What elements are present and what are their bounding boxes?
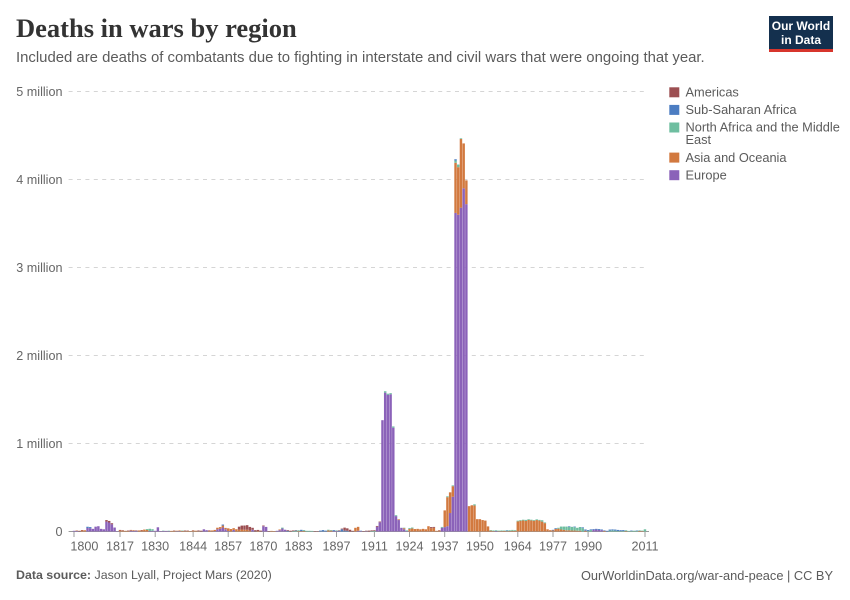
svg-text:1977: 1977 xyxy=(539,540,567,554)
svg-text:5 million: 5 million xyxy=(16,85,62,99)
svg-text:Europe: Europe xyxy=(686,167,727,182)
svg-text:East: East xyxy=(686,132,712,147)
svg-text:1950: 1950 xyxy=(466,540,494,554)
svg-text:1964: 1964 xyxy=(504,540,532,554)
svg-text:1911: 1911 xyxy=(361,540,388,554)
svg-text:1800: 1800 xyxy=(70,540,98,554)
svg-text:2 million: 2 million xyxy=(16,349,62,363)
svg-text:1990: 1990 xyxy=(574,540,602,554)
svg-text:Americas: Americas xyxy=(686,85,739,100)
svg-text:1 million: 1 million xyxy=(16,437,62,451)
svg-text:1844: 1844 xyxy=(179,540,207,554)
svg-text:2011: 2011 xyxy=(631,540,658,554)
svg-text:4 million: 4 million xyxy=(16,173,62,187)
svg-text:1870: 1870 xyxy=(249,540,277,554)
svg-text:1830: 1830 xyxy=(141,540,169,554)
svg-text:1857: 1857 xyxy=(214,540,242,554)
svg-text:Sub-Saharan Africa: Sub-Saharan Africa xyxy=(686,102,798,117)
svg-text:3 million: 3 million xyxy=(16,261,62,275)
svg-text:North Africa and the Middle: North Africa and the Middle xyxy=(686,120,840,135)
svg-text:1883: 1883 xyxy=(285,540,313,554)
svg-text:1897: 1897 xyxy=(322,540,350,554)
svg-text:1924: 1924 xyxy=(395,540,423,554)
svg-text:0: 0 xyxy=(55,525,62,539)
svg-text:Asia and Oceania: Asia and Oceania xyxy=(686,150,788,165)
svg-text:1937: 1937 xyxy=(431,540,459,554)
svg-text:1817: 1817 xyxy=(106,540,134,554)
